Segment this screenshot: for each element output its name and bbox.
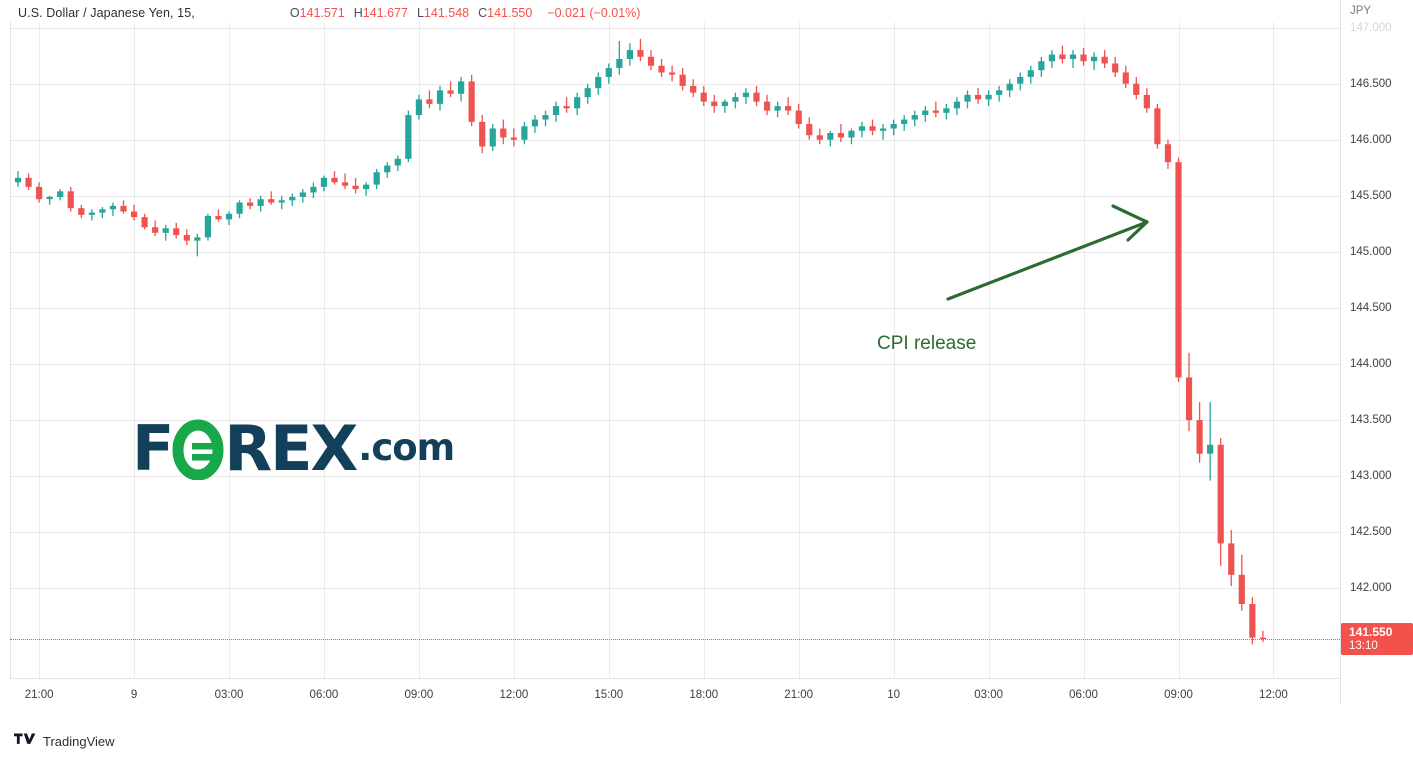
watermark-o-euro-icon xyxy=(172,418,224,481)
candles-svg xyxy=(14,38,1266,645)
price-tick-3: 145.500 xyxy=(1350,189,1392,202)
time-tick-9: 10 xyxy=(887,689,901,701)
ohlc-value: 141.550 xyxy=(487,6,533,20)
forex-com-watermark: F REX .com xyxy=(132,412,455,485)
chart-plot-area[interactable] xyxy=(10,22,1340,678)
tradingview-brand-label: TradingView xyxy=(43,734,115,749)
ohlc-key: H xyxy=(353,6,363,20)
gridline-horizontal xyxy=(10,83,1340,85)
ohlc-change: −0.021 (−0.01%) xyxy=(547,6,641,20)
gridline-vertical xyxy=(988,22,990,678)
ohlc-value: 141.548 xyxy=(423,6,470,20)
price-tick-1: 146.500 xyxy=(1350,77,1392,90)
ohlc-key: O xyxy=(289,6,300,20)
gridline-vertical xyxy=(1083,22,1085,678)
time-tick-0: 21:00 xyxy=(24,689,54,701)
ohlc-value: 141.571 xyxy=(299,6,345,20)
time-tick-12: 09:00 xyxy=(1164,689,1193,701)
time-tick-10: 03:00 xyxy=(974,689,1003,701)
gridline-vertical xyxy=(39,22,41,678)
price-tick-9: 142.500 xyxy=(1350,526,1392,539)
time-tick-8: 21:00 xyxy=(784,689,814,701)
ohlc-key: C xyxy=(478,6,488,20)
candlestick-series xyxy=(10,22,1340,678)
price-tick-2: 146.000 xyxy=(1350,133,1392,146)
gridline-vertical xyxy=(608,22,610,678)
gridline-vertical xyxy=(513,22,515,678)
ohlc-values: O 141.571 H 141.677 L 141.548 C 141.550 −0.021 (… xyxy=(290,6,641,20)
tradingview-logo-icon xyxy=(14,732,36,751)
price-tick-5: 144.500 xyxy=(1350,301,1392,314)
last-price-badge: 141.550 13:10 xyxy=(1341,622,1413,655)
price-axis-border xyxy=(1340,0,1341,704)
ohlc-value: 141.677 xyxy=(362,6,408,20)
gridline-horizontal xyxy=(10,588,1340,590)
gridline-vertical xyxy=(703,22,705,678)
gridline-vertical xyxy=(229,22,230,678)
gridline-horizontal xyxy=(10,364,1340,366)
watermark-rex: REX xyxy=(224,412,358,485)
time-tick-1: 9 xyxy=(130,689,138,701)
price-axis-unit: JPY xyxy=(1350,5,1372,17)
gridline-vertical xyxy=(893,22,895,678)
last-price-line xyxy=(10,638,1340,640)
price-tick-0: 147.000 xyxy=(1350,21,1392,34)
time-tick-7: 18:00 xyxy=(689,689,719,701)
time-tick-11: 06:00 xyxy=(1069,689,1098,701)
last-price-time: 13:10 xyxy=(1349,639,1378,652)
gridline-vertical xyxy=(798,22,800,678)
gridline-horizontal xyxy=(10,420,1340,422)
gridline-horizontal xyxy=(10,476,1340,478)
time-tick-5: 12:00 xyxy=(499,689,529,701)
price-tick-8: 143.000 xyxy=(1350,470,1392,483)
symbol-title[interactable]: U.S. Dollar / Japanese Yen, 15, xyxy=(18,6,195,20)
price-axis[interactable]: JPY 147.000 146.500 146.000 145.500 145.000 1… xyxy=(1340,0,1413,704)
gridline-horizontal xyxy=(10,27,1340,29)
chart-legend: U.S. Dollar / Japanese Yen, 15, O 141.571… xyxy=(18,6,640,20)
annotation-arrow-layer xyxy=(946,204,1149,301)
ohlc-o: O 141.571 xyxy=(290,6,345,20)
last-price-value: 141.550 xyxy=(1349,624,1393,639)
ohlc-c: C 141.550 xyxy=(478,6,532,20)
price-tick-10: 142.000 xyxy=(1350,582,1392,595)
ohlc-key: L xyxy=(416,6,424,20)
time-tick-2: 03:00 xyxy=(214,689,244,701)
gridline-horizontal xyxy=(10,307,1340,309)
time-tick-4: 09:00 xyxy=(404,689,434,701)
time-tick-6: 15:00 xyxy=(594,689,624,701)
plot-left-border xyxy=(10,22,11,678)
gridline-vertical xyxy=(1273,22,1275,678)
price-tick-6: 144.000 xyxy=(1350,358,1392,371)
ohlc-h: H 141.677 xyxy=(354,6,408,20)
ohlc-l: L 141.548 xyxy=(417,6,469,20)
gridline-horizontal xyxy=(10,195,1340,197)
time-axis[interactable]: 21:00 9 03:00 06:00 09:00 12:00 15:00 18:00 21:0… xyxy=(0,678,1413,714)
gridline-vertical xyxy=(134,22,136,678)
time-tick-3: 06:00 xyxy=(309,689,339,701)
price-tick-7: 143.500 xyxy=(1350,414,1392,427)
watermark-f: F xyxy=(132,412,174,485)
gridline-horizontal xyxy=(10,251,1340,253)
watermark-dotcom: .com xyxy=(358,426,455,469)
price-tick-4: 145.000 xyxy=(1350,245,1392,258)
gridline-horizontal xyxy=(10,139,1340,141)
gridline-horizontal xyxy=(10,532,1340,534)
cpi-release-annotation: CPI release xyxy=(877,333,977,354)
grid-layer xyxy=(10,22,1340,678)
gridline-vertical xyxy=(418,22,420,678)
tradingview-footer: TradingView xyxy=(14,732,115,751)
gridline-vertical xyxy=(323,22,325,678)
time-axis-border xyxy=(10,678,1413,679)
time-tick-13: 12:00 xyxy=(1259,689,1288,701)
